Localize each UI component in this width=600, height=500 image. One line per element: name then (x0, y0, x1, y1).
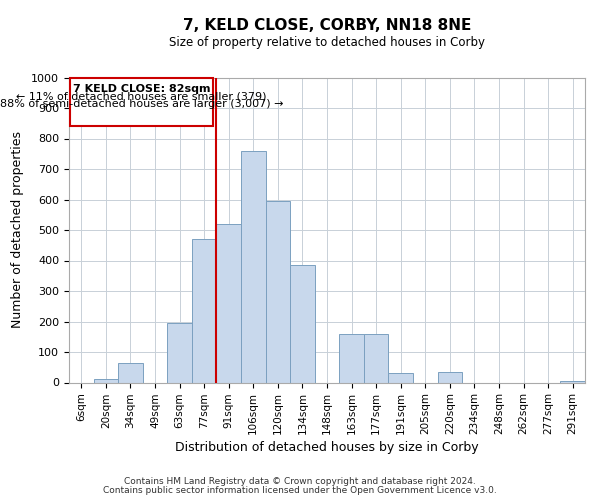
Text: Contains public sector information licensed under the Open Government Licence v3: Contains public sector information licen… (103, 486, 497, 495)
Bar (339, 334, 364, 382)
X-axis label: Distribution of detached houses by size in Corby: Distribution of detached houses by size … (175, 442, 479, 454)
Text: ← 11% of detached houses are smaller (379): ← 11% of detached houses are smaller (37… (16, 91, 267, 101)
Text: Contains HM Land Registry data © Crown copyright and database right 2024.: Contains HM Land Registry data © Crown c… (124, 477, 476, 486)
Bar (192, 239, 217, 382)
Text: Size of property relative to detached houses in Corby: Size of property relative to detached ho… (169, 36, 485, 49)
Text: 7, KELD CLOSE, CORBY, NN18 8NE: 7, KELD CLOSE, CORBY, NN18 8NE (183, 18, 471, 32)
Bar (290, 265, 315, 382)
Bar (364, 334, 388, 382)
Bar (217, 224, 241, 382)
Bar (560, 381, 585, 382)
Text: 7 KELD CLOSE: 82sqm: 7 KELD CLOSE: 82sqm (73, 84, 210, 94)
Y-axis label: Number of detached properties: Number of detached properties (11, 132, 25, 328)
FancyBboxPatch shape (70, 78, 213, 126)
Bar (94, 380, 118, 382)
Text: 88% of semi-detached houses are larger (3,007) →: 88% of semi-detached houses are larger (… (0, 99, 283, 109)
Bar (241, 150, 266, 382)
Bar (437, 372, 462, 382)
Bar (266, 201, 290, 382)
Bar (167, 323, 192, 382)
Bar (118, 362, 143, 382)
Bar (388, 374, 413, 382)
